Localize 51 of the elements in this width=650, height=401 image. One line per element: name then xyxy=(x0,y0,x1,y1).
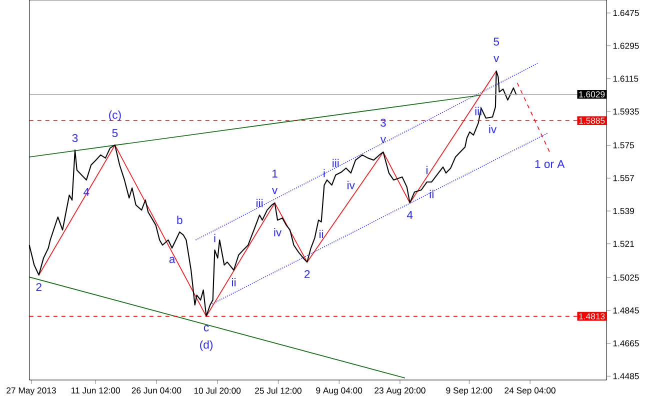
annotation: iv xyxy=(348,180,355,189)
annotation: i xyxy=(324,168,325,178)
annotation: v xyxy=(494,56,500,62)
y-tick-label: 1.539 xyxy=(613,208,634,214)
annotation: v xyxy=(272,188,278,194)
y-tick-label: 1.521 xyxy=(613,240,634,247)
annotation: iv xyxy=(274,228,282,236)
x-tick-label: 11 Jun 12:00 xyxy=(72,387,120,394)
x-tick-label: 24 Sep 04:00 xyxy=(504,387,556,396)
annotation: ii xyxy=(320,230,324,238)
annotation: 4 xyxy=(406,210,413,219)
annotation: 5 xyxy=(112,128,118,137)
annotation: ii xyxy=(232,278,236,286)
y-tick-label: 1.4485 xyxy=(613,372,639,380)
x-tick-label: 9 Sep 12:00 xyxy=(446,387,492,396)
x-tick-label: 9 Aug 04:00 xyxy=(316,387,362,396)
y-tick-label: 1.6475 xyxy=(613,10,639,16)
x-tick-label: 10 Jul 20:00 xyxy=(194,387,241,394)
annotation: iv xyxy=(489,124,497,133)
annotation: c xyxy=(204,325,209,332)
annotation: iii xyxy=(332,158,339,167)
y-tick-label: 1.4665 xyxy=(613,340,639,346)
ref-line-label: 1.6029 xyxy=(579,91,605,98)
y-tick-label: 1.575 xyxy=(613,142,634,148)
ref-line-label: 1.4813 xyxy=(579,313,605,320)
annotation: 1 or A xyxy=(535,160,565,168)
annotation: b xyxy=(177,216,182,224)
x-tick-label: 25 Jul 12:00 xyxy=(255,387,302,394)
y-tick-label: 1.5935 xyxy=(613,108,639,114)
y-tick-label: 1.6295 xyxy=(613,42,639,49)
annotation: ii xyxy=(430,190,434,198)
annotation: 5 xyxy=(494,38,499,46)
annotation: (c) xyxy=(109,110,121,121)
y-tick-label: 1.4845 xyxy=(613,307,639,314)
x-tick-label: 27 May 2013 xyxy=(6,387,56,396)
annotation: 2 xyxy=(304,270,310,278)
annotation: 1 xyxy=(272,170,278,178)
annotation: (d) xyxy=(200,340,212,351)
annotation: iii xyxy=(256,198,263,207)
x-tick-label: 23 Aug 20:00 xyxy=(374,387,426,396)
x-tick-label: 26 Jun 04:00 xyxy=(132,387,182,394)
annotation: a xyxy=(169,256,176,263)
y-tick-label: 1.5025 xyxy=(613,274,639,281)
annotation: 2 xyxy=(36,282,42,291)
annotation: i xyxy=(214,234,216,242)
annotation: 3 xyxy=(72,134,78,142)
annotation: v xyxy=(380,136,386,143)
y-tick-label: 1.557 xyxy=(613,174,634,182)
y-tick-label: 1.6115 xyxy=(613,75,638,82)
ref-line-label: 1.5885 xyxy=(579,117,605,124)
annotation: i xyxy=(426,166,428,174)
